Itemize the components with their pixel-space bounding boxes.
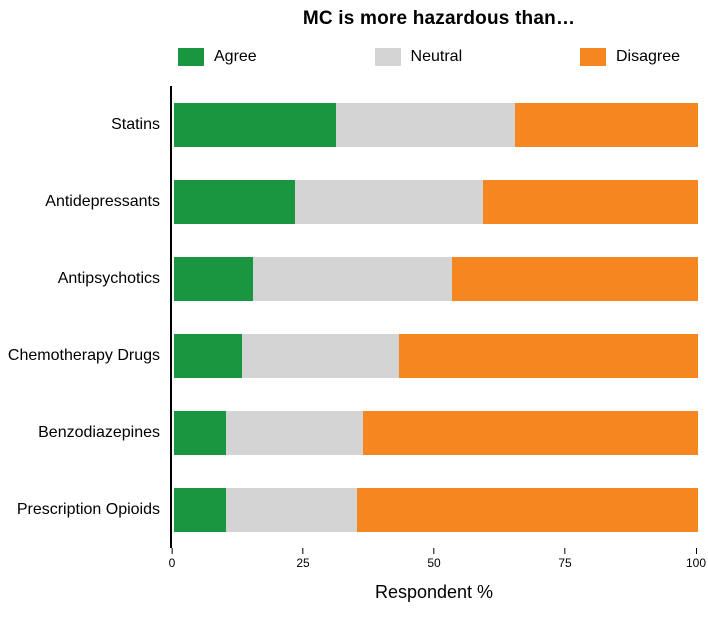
legend-swatch-agree-icon bbox=[178, 48, 204, 66]
x-tick: 100 bbox=[686, 548, 706, 570]
legend-swatch-neutral-icon bbox=[374, 48, 401, 66]
stacked-bar bbox=[174, 410, 698, 455]
bar-segment-agree bbox=[174, 102, 337, 147]
category-row: Statins bbox=[0, 86, 708, 163]
tick-mark bbox=[302, 548, 304, 554]
chart-title: MC is more hazardous than… bbox=[302, 8, 576, 29]
bar-segment-neutral bbox=[294, 179, 484, 224]
rows: Statins Antidepressants Antipsychotics Chem… bbox=[0, 86, 708, 548]
bar-segment-agree bbox=[174, 487, 227, 532]
stacked-bar bbox=[174, 333, 698, 378]
bar-segment-disagree bbox=[483, 179, 698, 224]
bar-segment-disagree bbox=[362, 410, 698, 455]
x-tick: 25 bbox=[296, 548, 310, 570]
category-row: Benzodiazepines bbox=[0, 394, 708, 471]
legend-label-disagree: Disagree bbox=[615, 48, 680, 65]
category-label: Statins bbox=[111, 115, 160, 133]
bar-segment-disagree bbox=[451, 256, 698, 301]
tick-label: 75 bbox=[558, 556, 572, 570]
x-tick: 75 bbox=[558, 548, 572, 570]
tick-mark bbox=[564, 548, 566, 554]
legend: Agree Neutral Disagree bbox=[178, 48, 680, 66]
category-label: Chemotherapy Drugs bbox=[7, 346, 160, 364]
tick-label: 100 bbox=[685, 556, 707, 570]
tick-label: 50 bbox=[427, 556, 441, 570]
y-axis-spine bbox=[170, 86, 172, 548]
bar-segment-agree bbox=[174, 333, 243, 378]
bar-segment-disagree bbox=[357, 487, 698, 532]
tick-label: 0 bbox=[168, 556, 176, 570]
bar-segment-disagree bbox=[514, 102, 698, 147]
bar-segment-disagree bbox=[399, 333, 698, 378]
bar-segment-neutral bbox=[252, 256, 452, 301]
legend-item-neutral: Neutral bbox=[374, 48, 463, 66]
category-row: Antipsychotics bbox=[0, 240, 708, 317]
stacked-bar bbox=[174, 102, 698, 147]
x-tick: 50 bbox=[427, 548, 441, 570]
category-label: Antidepressants bbox=[45, 192, 160, 210]
legend-label-agree: Agree bbox=[214, 48, 257, 65]
category-row: Chemotherapy Drugs bbox=[0, 317, 708, 394]
legend-swatch-disagree-icon bbox=[579, 48, 606, 66]
bar-segment-neutral bbox=[226, 410, 363, 455]
tick-mark bbox=[433, 548, 435, 554]
plot-area: Statins Antidepressants Antipsychotics Chem… bbox=[0, 86, 708, 603]
bar-segment-agree bbox=[174, 410, 227, 455]
stacked-bar bbox=[174, 487, 698, 532]
category-row: Antidepressants bbox=[0, 163, 708, 240]
category-label: Prescription Opioids bbox=[16, 500, 160, 518]
tick-mark bbox=[171, 548, 173, 554]
category-label: Benzodiazepines bbox=[38, 423, 160, 441]
bar-segment-neutral bbox=[226, 487, 358, 532]
x-axis-label: Respondent % bbox=[374, 582, 494, 602]
x-tick: 0 bbox=[168, 548, 176, 570]
legend-item-disagree: Disagree bbox=[579, 48, 680, 66]
legend-label-neutral: Neutral bbox=[410, 48, 463, 65]
bar-segment-agree bbox=[174, 256, 253, 301]
tick-label: 25 bbox=[296, 556, 310, 570]
stacked-bar bbox=[174, 179, 698, 224]
legend-item-agree: Agree bbox=[178, 48, 257, 66]
bar-segment-agree bbox=[174, 179, 295, 224]
category-row: Prescription Opioids bbox=[0, 471, 708, 548]
category-label: Antipsychotics bbox=[57, 269, 160, 287]
x-axis-ticks: 0 25 50 75 100 bbox=[168, 548, 706, 574]
tick-mark bbox=[695, 548, 697, 554]
stacked-bar bbox=[174, 256, 698, 301]
bar-segment-neutral bbox=[336, 102, 515, 147]
bar-segment-neutral bbox=[242, 333, 400, 378]
